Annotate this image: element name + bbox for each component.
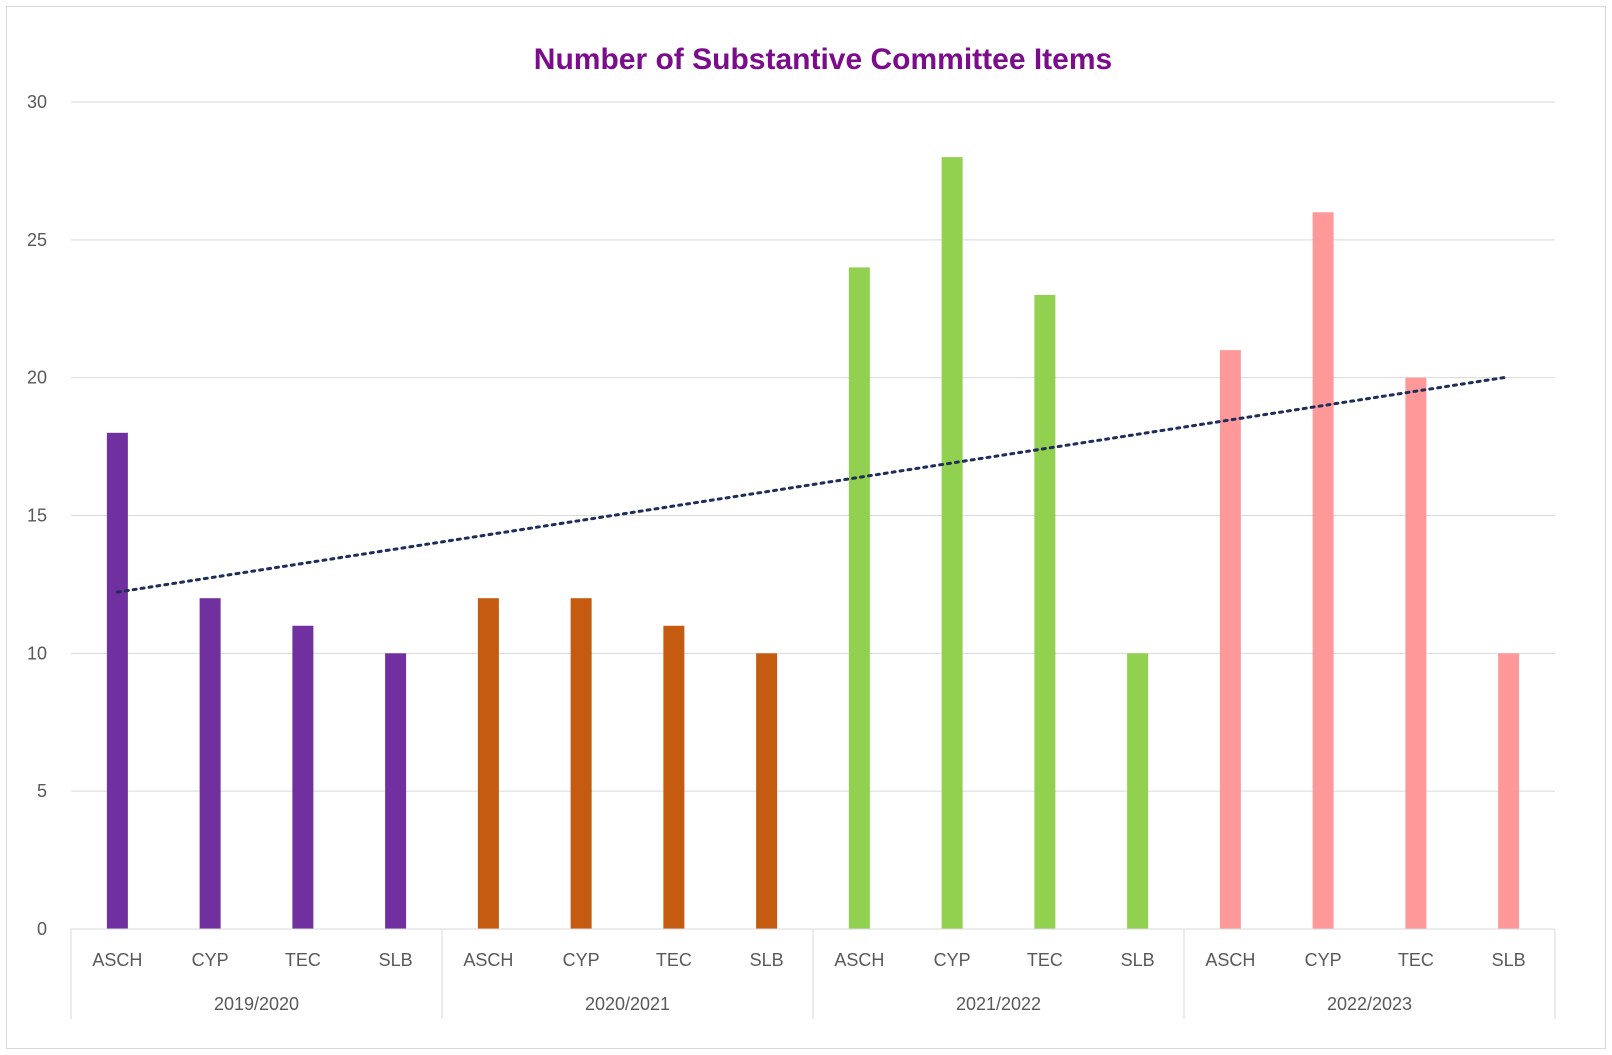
x-group-label: 2019/2020 bbox=[214, 994, 299, 1014]
bar bbox=[570, 598, 592, 929]
bar bbox=[1498, 653, 1520, 929]
bar bbox=[385, 653, 407, 929]
bar bbox=[848, 267, 870, 929]
x-category-label: SLB bbox=[379, 950, 413, 970]
trendline bbox=[115, 375, 1511, 594]
chart-title: Number of Substantive Committee Items bbox=[534, 43, 1112, 76]
bar bbox=[1405, 377, 1427, 930]
x-category-label: SLB bbox=[750, 950, 784, 970]
x-category-label: ASCH bbox=[1205, 950, 1255, 970]
x-category-label: SLB bbox=[1121, 950, 1155, 970]
x-group-label: 2021/2022 bbox=[956, 994, 1041, 1014]
x-category-label: CYP bbox=[934, 950, 971, 970]
chart-svg: Number of Substantive Committee Items 0 5… bbox=[27, 43, 1556, 1019]
x-category-label: CYP bbox=[1305, 950, 1342, 970]
y-axis-tick-labels: 0 5 10 15 20 25 30 bbox=[27, 92, 47, 939]
x-category-label: SLB bbox=[1492, 950, 1526, 970]
x-group-label: 2020/2021 bbox=[585, 994, 670, 1014]
bar bbox=[663, 625, 685, 929]
x-category-label: ASCH bbox=[92, 950, 142, 970]
y-tick-label: 10 bbox=[27, 643, 47, 663]
x-category-label: TEC bbox=[285, 950, 321, 970]
y-tick-label: 30 bbox=[27, 92, 47, 112]
bar bbox=[106, 432, 128, 929]
bar bbox=[1127, 653, 1149, 929]
bar bbox=[477, 598, 499, 929]
x-category-label: ASCH bbox=[834, 950, 884, 970]
bar bbox=[941, 157, 963, 930]
bar bbox=[1034, 294, 1056, 929]
x-axis: ASCH CYP TEC SLB 2019/2020 ASCH CYP TEC SLB 2020/… bbox=[70, 928, 1556, 1019]
x-category-label: TEC bbox=[1398, 950, 1434, 970]
x-category-label: ASCH bbox=[463, 950, 513, 970]
bars bbox=[106, 157, 1520, 930]
x-category-label: TEC bbox=[1027, 950, 1063, 970]
x-category-label: CYP bbox=[563, 950, 600, 970]
bar bbox=[1219, 350, 1241, 930]
bar bbox=[1312, 212, 1334, 929]
y-tick-label: 15 bbox=[27, 506, 47, 526]
gridlines bbox=[71, 101, 1555, 792]
x-group-label: 2022/2023 bbox=[1327, 994, 1412, 1014]
chart-frame: Number of Substantive Committee Items 0 5… bbox=[6, 6, 1606, 1049]
y-tick-label: 5 bbox=[37, 781, 47, 801]
bar bbox=[292, 625, 314, 929]
y-tick-label: 0 bbox=[37, 919, 47, 939]
trendline-layer bbox=[115, 375, 1511, 594]
bar bbox=[756, 653, 778, 929]
bar bbox=[199, 598, 221, 929]
x-category-label: TEC bbox=[656, 950, 692, 970]
y-tick-label: 25 bbox=[27, 230, 47, 250]
y-tick-label: 20 bbox=[27, 368, 47, 388]
x-category-label: CYP bbox=[192, 950, 229, 970]
